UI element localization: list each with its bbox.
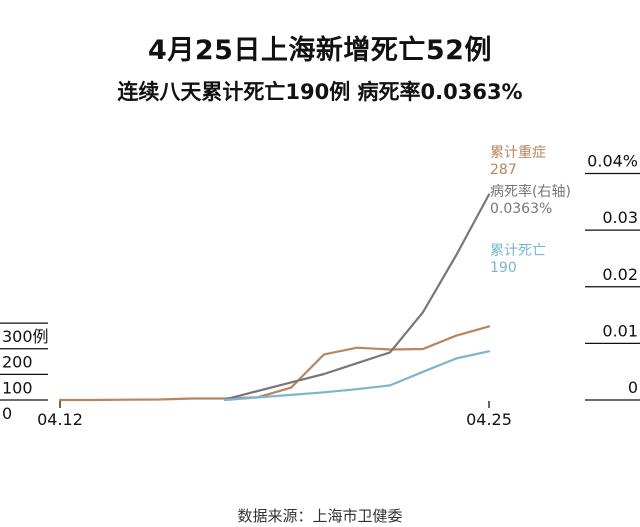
series-end-value-label: 0.0363% [490, 201, 552, 217]
right-axis-tick-label: 0.04% [587, 152, 638, 171]
series-end-value-label: 287 [490, 162, 517, 178]
series-name-label: 累计死亡 [490, 243, 546, 259]
series-name-label: 累计重症 [490, 145, 546, 161]
right-axis-tick-label: 0 [628, 378, 638, 397]
x-axis-tick-label: 04.25 [466, 410, 512, 429]
series-name-label: 病死率(右轴) [490, 183, 571, 200]
right-axis-tick-label: 0.03 [602, 208, 638, 227]
right-axis-tick-label: 0.02 [602, 265, 638, 284]
left-axis-tick-label: 100 [2, 378, 33, 397]
x-axis-tick-label: 04.12 [37, 410, 83, 429]
series-line [223, 350, 491, 402]
left-axis: 0 100 200 300例 [0, 322, 49, 423]
series-line [58, 325, 491, 402]
left-axis-tick-label: 0 [2, 404, 12, 423]
series-line [223, 193, 491, 401]
chart-title: 4月25日上海新增死亡52例 [148, 35, 492, 66]
chart-subtitle: 连续八天累计死亡190例 病死率0.0363% [117, 80, 523, 104]
right-axis: 0 0.01 0.02 0.03 0.04% [585, 152, 640, 401]
series-layer [58, 193, 491, 402]
left-axis-tick-label: 200 [2, 353, 33, 372]
left-axis-tick-label: 300例 [2, 327, 49, 346]
data-source-note: 数据来源：上海市卫健委 [237, 507, 403, 525]
right-axis-tick-label: 0.01 [602, 321, 638, 340]
series-end-value-label: 190 [490, 260, 517, 276]
x-axis: 04.12 04.25 [37, 401, 512, 429]
